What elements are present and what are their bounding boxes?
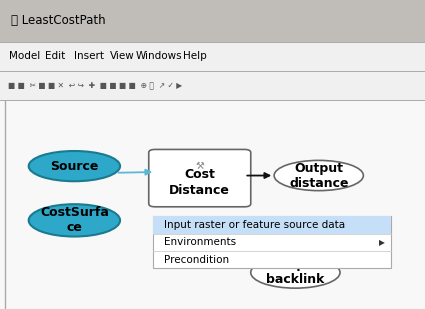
Text: View: View [110,51,134,61]
Text: Output
backlink: Output backlink [266,259,325,286]
Text: Precondition: Precondition [164,255,229,265]
Text: Model: Model [9,51,41,61]
Text: Edit: Edit [45,51,65,61]
Text: ▶: ▶ [379,238,385,247]
Text: Input raster or feature source data: Input raster or feature source data [164,220,345,230]
FancyBboxPatch shape [153,216,391,234]
Text: Cost
Distance: Cost Distance [169,168,230,197]
Text: 🔷 LeastCostPath: 🔷 LeastCostPath [11,14,105,28]
Text: ⚒: ⚒ [196,161,204,171]
Text: Source: Source [50,160,99,173]
Ellipse shape [28,204,120,236]
Text: Help: Help [183,51,207,61]
Text: Insert: Insert [74,51,105,61]
Text: ■ ■  ✂ ■ ■ ✕  ↩ ↪  ✚  ■ ■ ■ ■  ⊕ ✋  ↗ ✓ ▶: ■ ■ ✂ ■ ■ ✕ ↩ ↪ ✚ ■ ■ ■ ■ ⊕ ✋ ↗ ✓ ▶ [8,81,183,90]
Text: Environments: Environments [164,237,236,247]
FancyBboxPatch shape [153,216,391,268]
Ellipse shape [28,151,120,181]
Text: Windows: Windows [136,51,183,61]
Text: CostSurfa
ce: CostSurfa ce [40,206,109,234]
Text: Output
distance: Output distance [289,162,348,189]
Ellipse shape [251,257,340,288]
FancyBboxPatch shape [149,150,251,207]
Ellipse shape [274,160,363,191]
